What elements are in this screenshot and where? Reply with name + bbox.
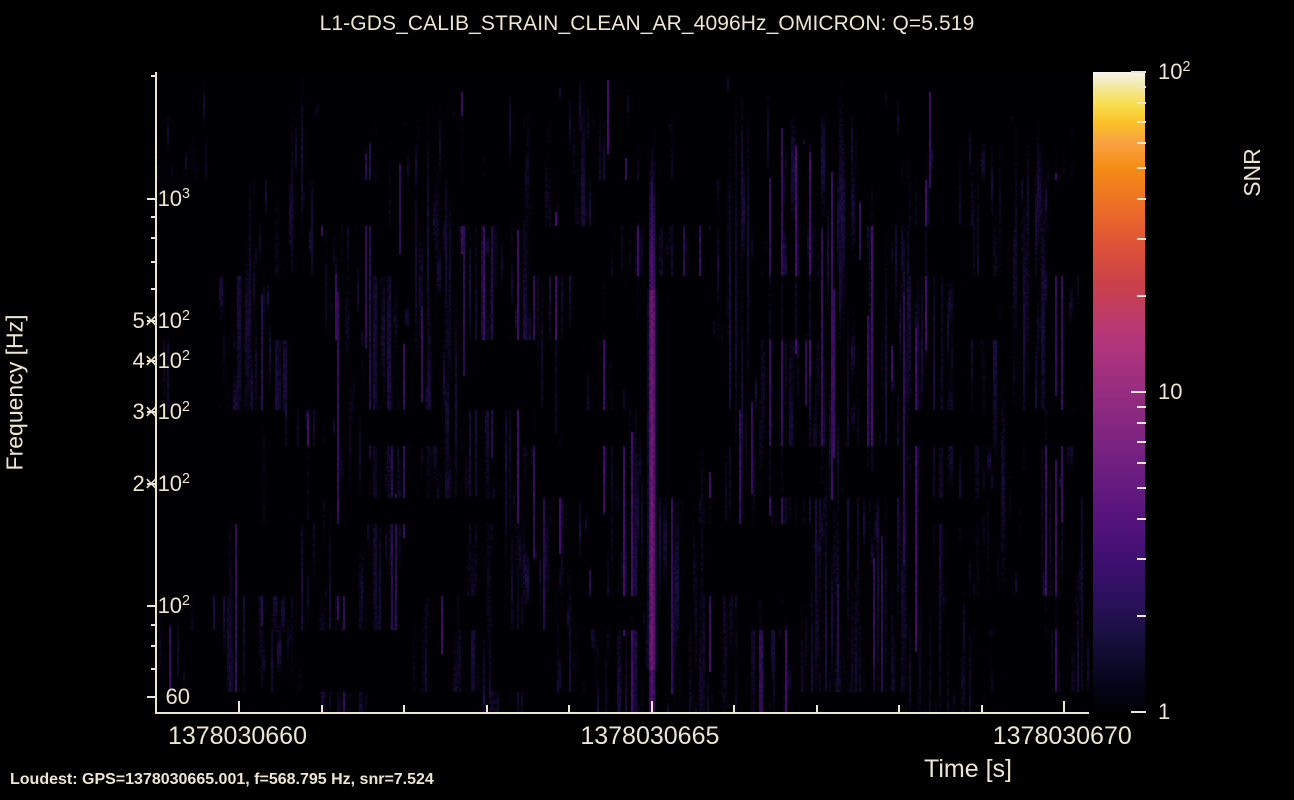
y-tick-label: 5×102 [132,308,190,334]
y-tick-major [147,197,157,200]
y-tick-minor [151,260,157,263]
colorbar-tick-label: 1 [1158,699,1171,724]
y-tick-minor [151,644,157,647]
x-tick-minor [485,705,488,712]
colorbar-title: SNR [1232,72,1272,272]
y-tick-label: 102 [157,593,190,619]
figure-title: L1-GDS_CALIB_STRAIN_CLEAN_AR_4096Hz_OMIC… [319,12,975,35]
colorbar-title-text: SNR [1238,147,1265,197]
colorbar-tick-minor [1137,167,1146,170]
x-tick-label: 1378030660 [167,722,307,750]
colorbar-tick-label: 102 [1158,58,1191,85]
y-tick-label: 4×102 [132,347,190,374]
colorbar-tick-minor [1137,614,1146,617]
y-tick-major [147,482,157,485]
colorbar-tick-major [1131,711,1146,713]
x-tick-minor [568,705,571,712]
x-axis-title-text: Time [s] [924,755,1012,783]
y-tick-minor [151,668,157,671]
colorbar-tick-minor [1137,518,1146,521]
colorbar-tick-minor [1137,422,1146,424]
plot-area [147,72,1089,714]
y-tick-minor [151,623,157,626]
y-tick-label: 103 [157,185,190,211]
colorbar-tick-minor [1137,558,1146,561]
y-tick-minor [151,288,157,291]
y-tick-label: 3×102 [132,398,190,425]
loudest-event-caption: Loudest: GPS=1378030665.001, f=568.795 H… [10,771,434,788]
y-tick-major [147,359,157,362]
x-tick-major [1063,701,1066,712]
colorbar-tick-minor [1137,102,1146,104]
x-axis-title: Time [s] [0,755,1294,784]
colorbar-tick-major [1131,71,1146,73]
colorbar-tick-label: 10 [1158,379,1183,404]
y-tick-major [147,695,157,698]
colorbar-tick-minor [1137,141,1146,144]
y-tick-major [147,320,157,323]
y-axis-title: Frequency [Hz] [0,72,32,712]
spectrogram-image-holder [157,72,1089,712]
colorbar-tick-minor [1137,294,1146,297]
colorbar-tick-minor [1137,405,1146,408]
colorbar-tick-minor [1137,487,1146,490]
colorbar-tick-major [1131,391,1146,393]
colorbar-tick-minor [1137,461,1146,464]
x-tick-minor [898,705,901,712]
colorbar-tick-minor [1137,238,1146,241]
colorbar-tick-minor [1137,85,1146,88]
x-tick-major [238,701,241,712]
colorbar-tick-minor [1137,120,1146,123]
y-tick-minor [151,75,157,78]
x-tick-label: 1378030665 [580,722,720,750]
y-tick-label: 60 [165,683,190,709]
y-tick-major [147,605,157,608]
y-tick-major [147,410,157,413]
x-tick-major [650,701,653,712]
y-tick-minor [151,237,157,240]
x-tick-label: 1378030670 [992,722,1132,750]
x-tick-minor [403,705,406,712]
spectrogram-heatmap [157,72,1089,712]
y-axis-title-text: Frequency [Hz] [1,314,28,470]
x-tick-minor [320,705,323,712]
x-tick-minor [815,705,818,712]
colorbar-tick-minor [1137,440,1146,443]
colorbar [1093,71,1146,713]
x-tick-minor [733,705,736,712]
x-tick-minor [980,705,983,712]
y-tick-minor [151,216,157,219]
y-tick-label: 2×102 [132,470,190,496]
colorbar-tick-minor [1137,198,1146,201]
